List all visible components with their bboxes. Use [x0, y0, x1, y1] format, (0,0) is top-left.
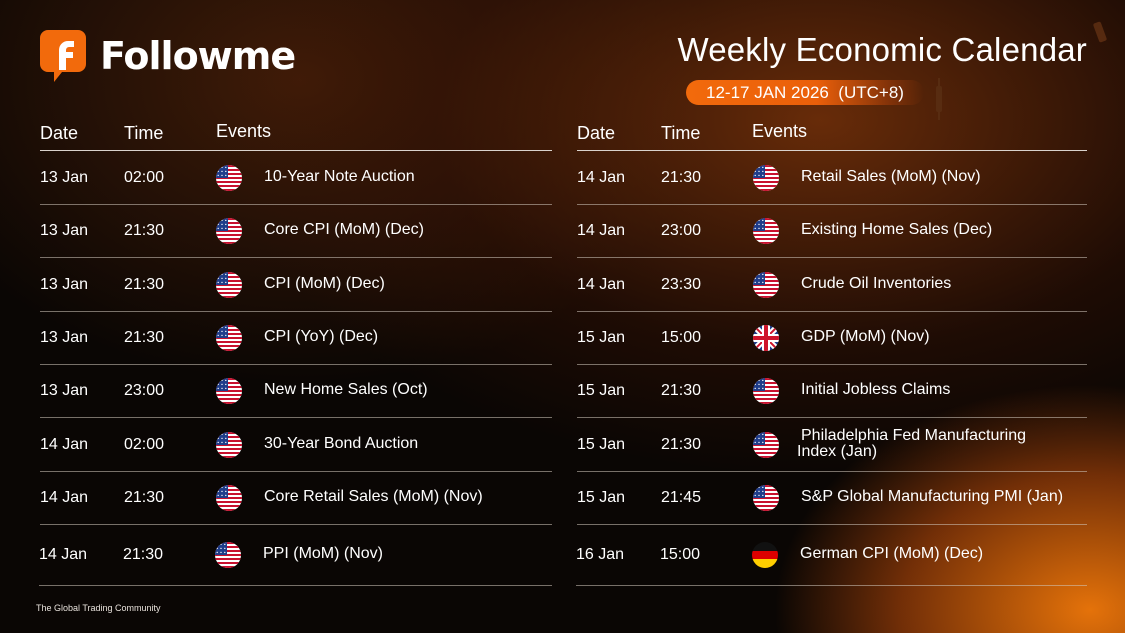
table-row: 15 Jan 21:30 Initial Jobless Claims [577, 365, 1087, 418]
event-name: Initial Jobless Claims [801, 381, 951, 398]
candlestick-decoration [1092, 21, 1108, 43]
event-name: GDP (MoM) (Nov) [801, 328, 930, 345]
table-row: 14 Jan 21:30 PPI (MoM) (Nov) [39, 525, 552, 586]
date-range-badge: 12-17 JAN 2026 (UTC+8) [686, 80, 924, 105]
us-flag-icon [216, 325, 242, 351]
event-name: Core CPI (MoM) (Dec) [264, 221, 425, 238]
us-flag-icon [753, 272, 779, 298]
event-name: 10-Year Note Auction [264, 168, 415, 185]
event-date: 13 Jan [40, 382, 89, 399]
followme-logo-icon [40, 30, 86, 82]
event-time: 15:00 [660, 546, 701, 563]
column-header-events: Events [752, 121, 808, 141]
us-flag-icon [753, 378, 779, 404]
event-time: 02:00 [124, 436, 165, 453]
event-date: 16 Jan [576, 546, 625, 563]
table-row: 14 Jan 02:00 30-Year Bond Auction [40, 418, 552, 472]
us-flag-icon [216, 485, 242, 511]
event-time: 21:30 [124, 276, 165, 293]
event-date: 15 Jan [577, 436, 626, 453]
table-row: 15 Jan 21:30 Philadelphia Fed Manufacturin… [577, 418, 1087, 472]
event-name: German CPI (MoM) (Dec) [800, 545, 984, 562]
event-name: Crude Oil Inventories [801, 275, 952, 292]
event-name: S&P Global Manufacturing PMI (Jan) [801, 488, 1064, 505]
table-row: 13 Jan 21:30 CPI (MoM) (Dec) [40, 258, 552, 312]
table-row: 14 Jan 23:30 Crude Oil Inventories [577, 258, 1087, 312]
event-date: 15 Jan [577, 329, 626, 346]
column-header-time: Time [661, 123, 701, 143]
event-time: 21:30 [661, 382, 702, 399]
us-flag-icon [753, 432, 779, 458]
event-date: 13 Jan [40, 276, 89, 293]
event-date: 14 Jan [40, 436, 89, 453]
event-time: 21:30 [661, 169, 702, 186]
event-time: 23:30 [661, 276, 702, 293]
us-flag-icon [753, 218, 779, 244]
table-row: 15 Jan 21:45 S&P Global Manufacturing PMI … [577, 472, 1087, 525]
event-time: 21:30 [124, 489, 165, 506]
column-header-date: Date [40, 123, 79, 143]
event-name: PPI (MoM) (Nov) [263, 545, 383, 562]
event-date: 13 Jan [40, 169, 89, 186]
us-flag-icon [216, 272, 242, 298]
event-name: New Home Sales (Oct) [264, 381, 428, 398]
page-title: Weekly Economic Calendar [677, 31, 1087, 68]
events-table-right: Date Time Events 14 Jan 21:30 Retail Sales… [576, 120, 1087, 586]
table-row: 13 Jan 02:00 10-Year Note Auction [40, 151, 552, 205]
event-date: 14 Jan [39, 546, 88, 563]
table-row: 16 Jan 15:00 German CPI (MoM) (Dec) [576, 525, 1087, 586]
brand-logo: Followme [40, 30, 296, 82]
event-time: 02:00 [124, 169, 165, 186]
de-flag-icon [752, 542, 778, 568]
event-time: 15:00 [661, 329, 702, 346]
us-flag-icon [216, 432, 242, 458]
event-date: 13 Jan [40, 329, 89, 346]
event-time: 23:00 [661, 222, 702, 239]
events-table-left: Date Time Events 13 Jan 02:00 10-Year Note… [39, 120, 552, 586]
event-name: Philadelphia Fed Manufacturing Index (Ja… [797, 427, 1027, 460]
us-flag-icon [753, 485, 779, 511]
event-name: Core Retail Sales (MoM) (Nov) [264, 488, 483, 505]
column-header-date: Date [577, 123, 616, 143]
us-flag-icon [753, 165, 779, 191]
event-name: CPI (YoY) (Dec) [264, 328, 379, 345]
event-time: 23:00 [124, 382, 165, 399]
event-time: 21:30 [123, 546, 164, 563]
table-row: 15 Jan 15:00 GDP (MoM) (Nov) [577, 312, 1087, 365]
column-header-time: Time [124, 123, 164, 143]
event-date: 14 Jan [577, 169, 626, 186]
table-row: 13 Jan 23:00 New Home Sales (Oct) [40, 365, 552, 418]
tagline: The Global Trading Community [36, 603, 161, 613]
candlestick-decoration [936, 78, 942, 120]
event-name: CPI (MoM) (Dec) [264, 275, 385, 292]
event-date: 15 Jan [577, 489, 626, 506]
us-flag-icon [215, 542, 241, 568]
uk-flag-icon [753, 325, 779, 351]
table-header: Date Time Events [40, 120, 552, 151]
event-time: 21:30 [124, 222, 165, 239]
event-date: 15 Jan [577, 382, 626, 399]
table-row: 13 Jan 21:30 CPI (YoY) (Dec) [40, 312, 552, 365]
column-header-events: Events [216, 121, 272, 141]
event-name: Retail Sales (MoM) (Nov) [801, 168, 981, 185]
event-time: 21:30 [124, 329, 165, 346]
table-row: 14 Jan 23:00 Existing Home Sales (Dec) [577, 205, 1087, 258]
table-row: 13 Jan 21:30 Core CPI (MoM) (Dec) [40, 205, 552, 258]
table-row: 14 Jan 21:30 Retail Sales (MoM) (Nov) [577, 151, 1087, 205]
event-date: 14 Jan [577, 276, 626, 293]
brand-name: Followme [100, 34, 296, 78]
event-date: 14 Jan [40, 489, 89, 506]
event-date: 13 Jan [40, 222, 89, 239]
event-name: Existing Home Sales (Dec) [801, 221, 993, 238]
event-date: 14 Jan [577, 222, 626, 239]
event-time: 21:45 [661, 489, 702, 506]
table-row: 14 Jan 21:30 Core Retail Sales (MoM) (Nov) [40, 472, 552, 525]
table-header: Date Time Events [577, 120, 1087, 151]
us-flag-icon [216, 218, 242, 244]
us-flag-icon [216, 378, 242, 404]
event-name: 30-Year Bond Auction [264, 435, 419, 452]
us-flag-icon [216, 165, 242, 191]
event-time: 21:30 [661, 436, 702, 453]
